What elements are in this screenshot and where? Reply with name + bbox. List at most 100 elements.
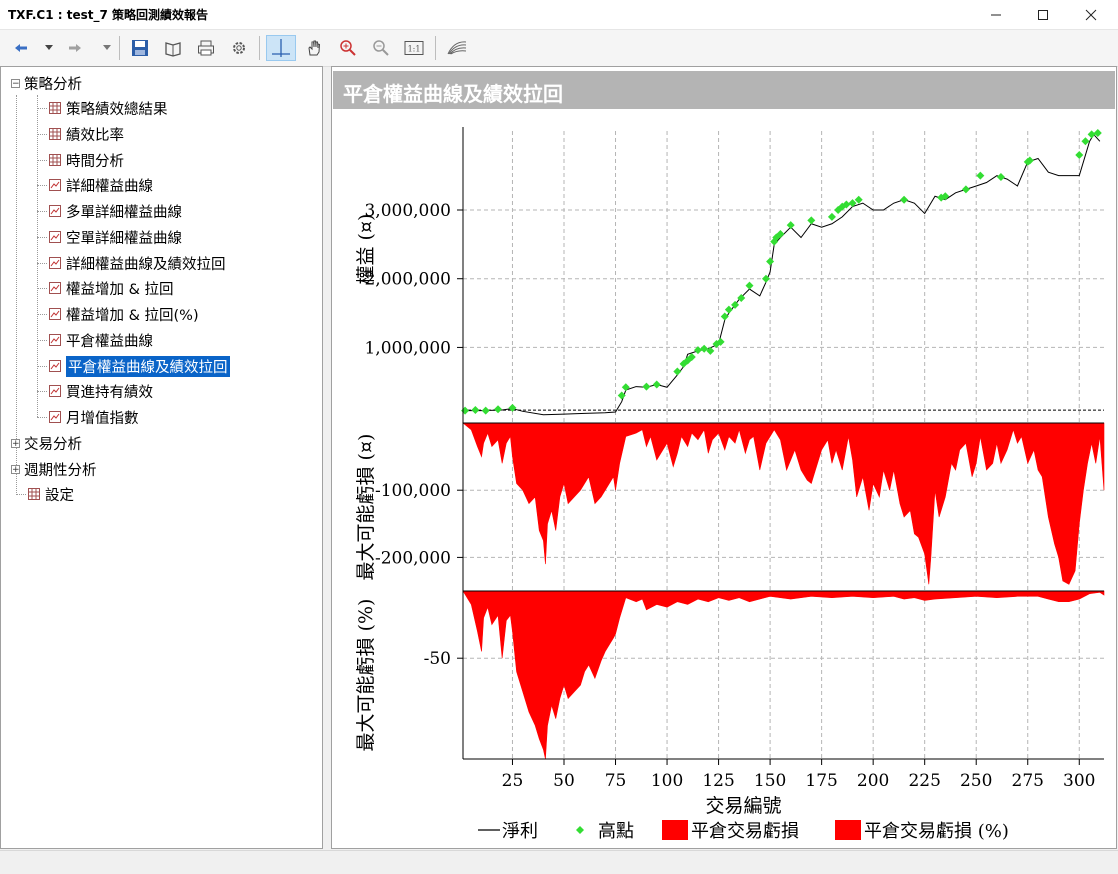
x-tick-label: 125 (702, 771, 734, 791)
high-point (961, 185, 970, 194)
high-point (693, 346, 702, 355)
y-tick-label: 2,000,000 (364, 270, 451, 290)
printer-icon (198, 40, 214, 56)
x-axis-label: 交易編號 (705, 795, 781, 817)
tree-item-short-equity[interactable]: 空單詳細權益曲線 (49, 226, 182, 248)
tree-item-closed-equity[interactable]: 平倉權益曲線 (49, 329, 153, 351)
minimize-button[interactable] (973, 0, 1019, 29)
x-tick-label: 50 (553, 771, 575, 791)
open-book-button[interactable] (160, 35, 186, 61)
tree-item-closed-equity-drawdown[interactable]: 平倉權益曲線及績效拉回 (49, 354, 231, 378)
tree-item-label: 詳細權益曲線 (66, 178, 153, 195)
drawdown-pct-area (462, 590, 1105, 760)
legend-box-symbol (662, 820, 688, 840)
x-tick-label: 200 (857, 771, 889, 791)
high-point (848, 199, 857, 208)
x-tick-label: 250 (960, 771, 992, 791)
high-point (687, 353, 696, 362)
tree-item-detailed-equity[interactable]: 詳細權益曲線 (49, 174, 153, 196)
tree-item-label: 時間分析 (66, 153, 124, 170)
back-button[interactable] (10, 35, 32, 61)
high-point (900, 195, 909, 204)
tree-group-periodic-analysis[interactable]: + 週期性分析 (11, 458, 97, 480)
chart-icon (49, 334, 61, 346)
high-point (807, 216, 816, 225)
save-button[interactable] (127, 35, 153, 61)
tree-item-equity-drawdown[interactable]: 詳細權益曲線及績效拉回 (49, 252, 226, 274)
high-point (720, 312, 729, 321)
panel-header: 平倉權益曲線及績效拉回 (333, 71, 1115, 109)
legend-label: 平倉交易虧損 (%) (864, 821, 1009, 842)
x-tick-label: 100 (651, 771, 683, 791)
x-tick-label: 25 (502, 771, 524, 791)
y-axis-label: 最大可能虧損 (%) (355, 599, 377, 752)
table-icon (49, 128, 61, 140)
high-point (1087, 130, 1096, 139)
book-icon (165, 42, 181, 57)
zoom-in-icon (340, 40, 356, 56)
high-point (621, 383, 630, 392)
x-tick-label: 225 (908, 771, 940, 791)
high-point (683, 356, 692, 365)
back-dropdown[interactable] (42, 35, 56, 61)
high-point (508, 403, 517, 412)
maximize-icon (1038, 9, 1048, 20)
tree-group-trade-analysis[interactable]: + 交易分析 (11, 432, 82, 454)
high-point (770, 237, 779, 246)
x-tick-label: 300 (1063, 771, 1095, 791)
tree-item-buy-hold[interactable]: 買進持有績效 (49, 380, 153, 402)
high-point (471, 405, 480, 414)
chart-icon (49, 385, 61, 397)
eraser-button[interactable] (443, 35, 471, 61)
pan-tool-button[interactable] (301, 35, 327, 61)
tree-group-strategy-analysis[interactable]: − 策略分析 (11, 72, 82, 94)
tree-item-label: 權益增加 & 拉回(%) (66, 307, 199, 324)
maximize-button[interactable] (1020, 0, 1066, 29)
x-tick-label: 275 (1012, 771, 1044, 791)
print-button[interactable] (193, 35, 219, 61)
close-button[interactable] (1068, 0, 1114, 29)
tree-item-label: 空單詳細權益曲線 (66, 230, 182, 247)
hand-icon (308, 40, 321, 56)
expand-icon[interactable]: + (11, 464, 20, 475)
crosshair-tool-button[interactable] (266, 35, 296, 61)
high-point (941, 192, 950, 201)
x-tick-label: 150 (754, 771, 786, 791)
high-point (673, 367, 682, 376)
y-tick-label: -100,000 (375, 481, 451, 501)
status-bar (0, 850, 1118, 874)
high-point (1025, 156, 1034, 165)
eraser-icon (447, 41, 467, 55)
high-point (642, 382, 651, 391)
tree-item-ratios[interactable]: 績效比率 (49, 123, 124, 145)
actual-size-button[interactable]: 1:1 (401, 35, 427, 61)
zoom-in-button[interactable] (335, 35, 361, 61)
tree-item-equity-gain-drawdown[interactable]: 權益增加 & 拉回 (49, 277, 174, 299)
equity-drawdown-chart[interactable]: 1,000,000 2,000,000 3,000,000 -100,000 -200,… (332, 67, 1116, 847)
y-tick-label: -50 (424, 649, 451, 669)
high-point (776, 230, 785, 239)
tree-item-settings[interactable]: 設定 (28, 483, 74, 505)
forward-button[interactable] (64, 35, 86, 61)
table-icon (49, 154, 61, 166)
minimize-icon (991, 14, 1001, 15)
chart-icon (49, 282, 61, 294)
collapse-icon[interactable]: − (11, 78, 20, 89)
high-point (761, 274, 770, 283)
chart-icon (49, 360, 61, 372)
high-point (617, 391, 626, 400)
zoom-out-icon (373, 40, 389, 56)
tree-item-equity-gain-drawdown-pct[interactable]: 權益增加 & 拉回(%) (49, 303, 199, 325)
settings-button[interactable] (226, 35, 252, 61)
tree-item-monthly-index[interactable]: 月增值指數 (49, 406, 139, 428)
legend-diamond-symbol (576, 826, 584, 834)
chevron-down-icon (103, 45, 111, 50)
tree-item-long-equity[interactable]: 多單詳細權益曲線 (49, 200, 182, 222)
tree-item-summary[interactable]: 策略績效總結果 (49, 97, 168, 119)
expand-icon[interactable]: + (11, 438, 20, 449)
high-point (827, 212, 836, 221)
high-point (1081, 137, 1090, 146)
zoom-out-button[interactable] (368, 35, 394, 61)
tree-item-time-analysis[interactable]: 時間分析 (49, 149, 124, 171)
forward-dropdown[interactable] (100, 35, 114, 61)
